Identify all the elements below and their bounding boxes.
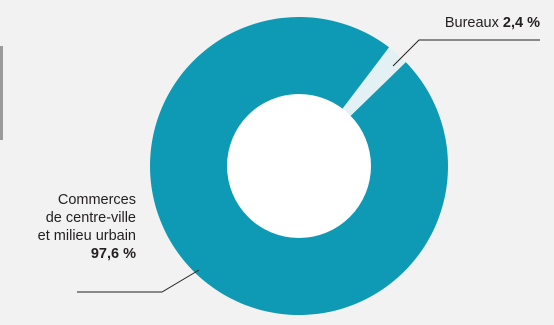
label-bureaux-name: Bureaux: [444, 15, 499, 31]
label-commerces-line-3: et milieu urbain: [37, 228, 136, 244]
leader-line-commerces: [77, 269, 200, 293]
label-bureaux-value: 2,4 %: [502, 15, 540, 31]
label-commerces-value: 97,6 %: [90, 246, 136, 262]
label-bureaux: Bureaux 2,4 %: [445, 14, 540, 32]
side-accent-rule: [0, 46, 3, 140]
donut-hole: [227, 94, 371, 238]
label-commerces-line-2: de centre-ville: [45, 210, 136, 226]
leader-line-bureaux: [392, 39, 540, 67]
label-commerces-line-1: Commerces: [57, 192, 136, 208]
label-commerces: Commerces de centre-ville et milieu urba…: [38, 191, 136, 263]
